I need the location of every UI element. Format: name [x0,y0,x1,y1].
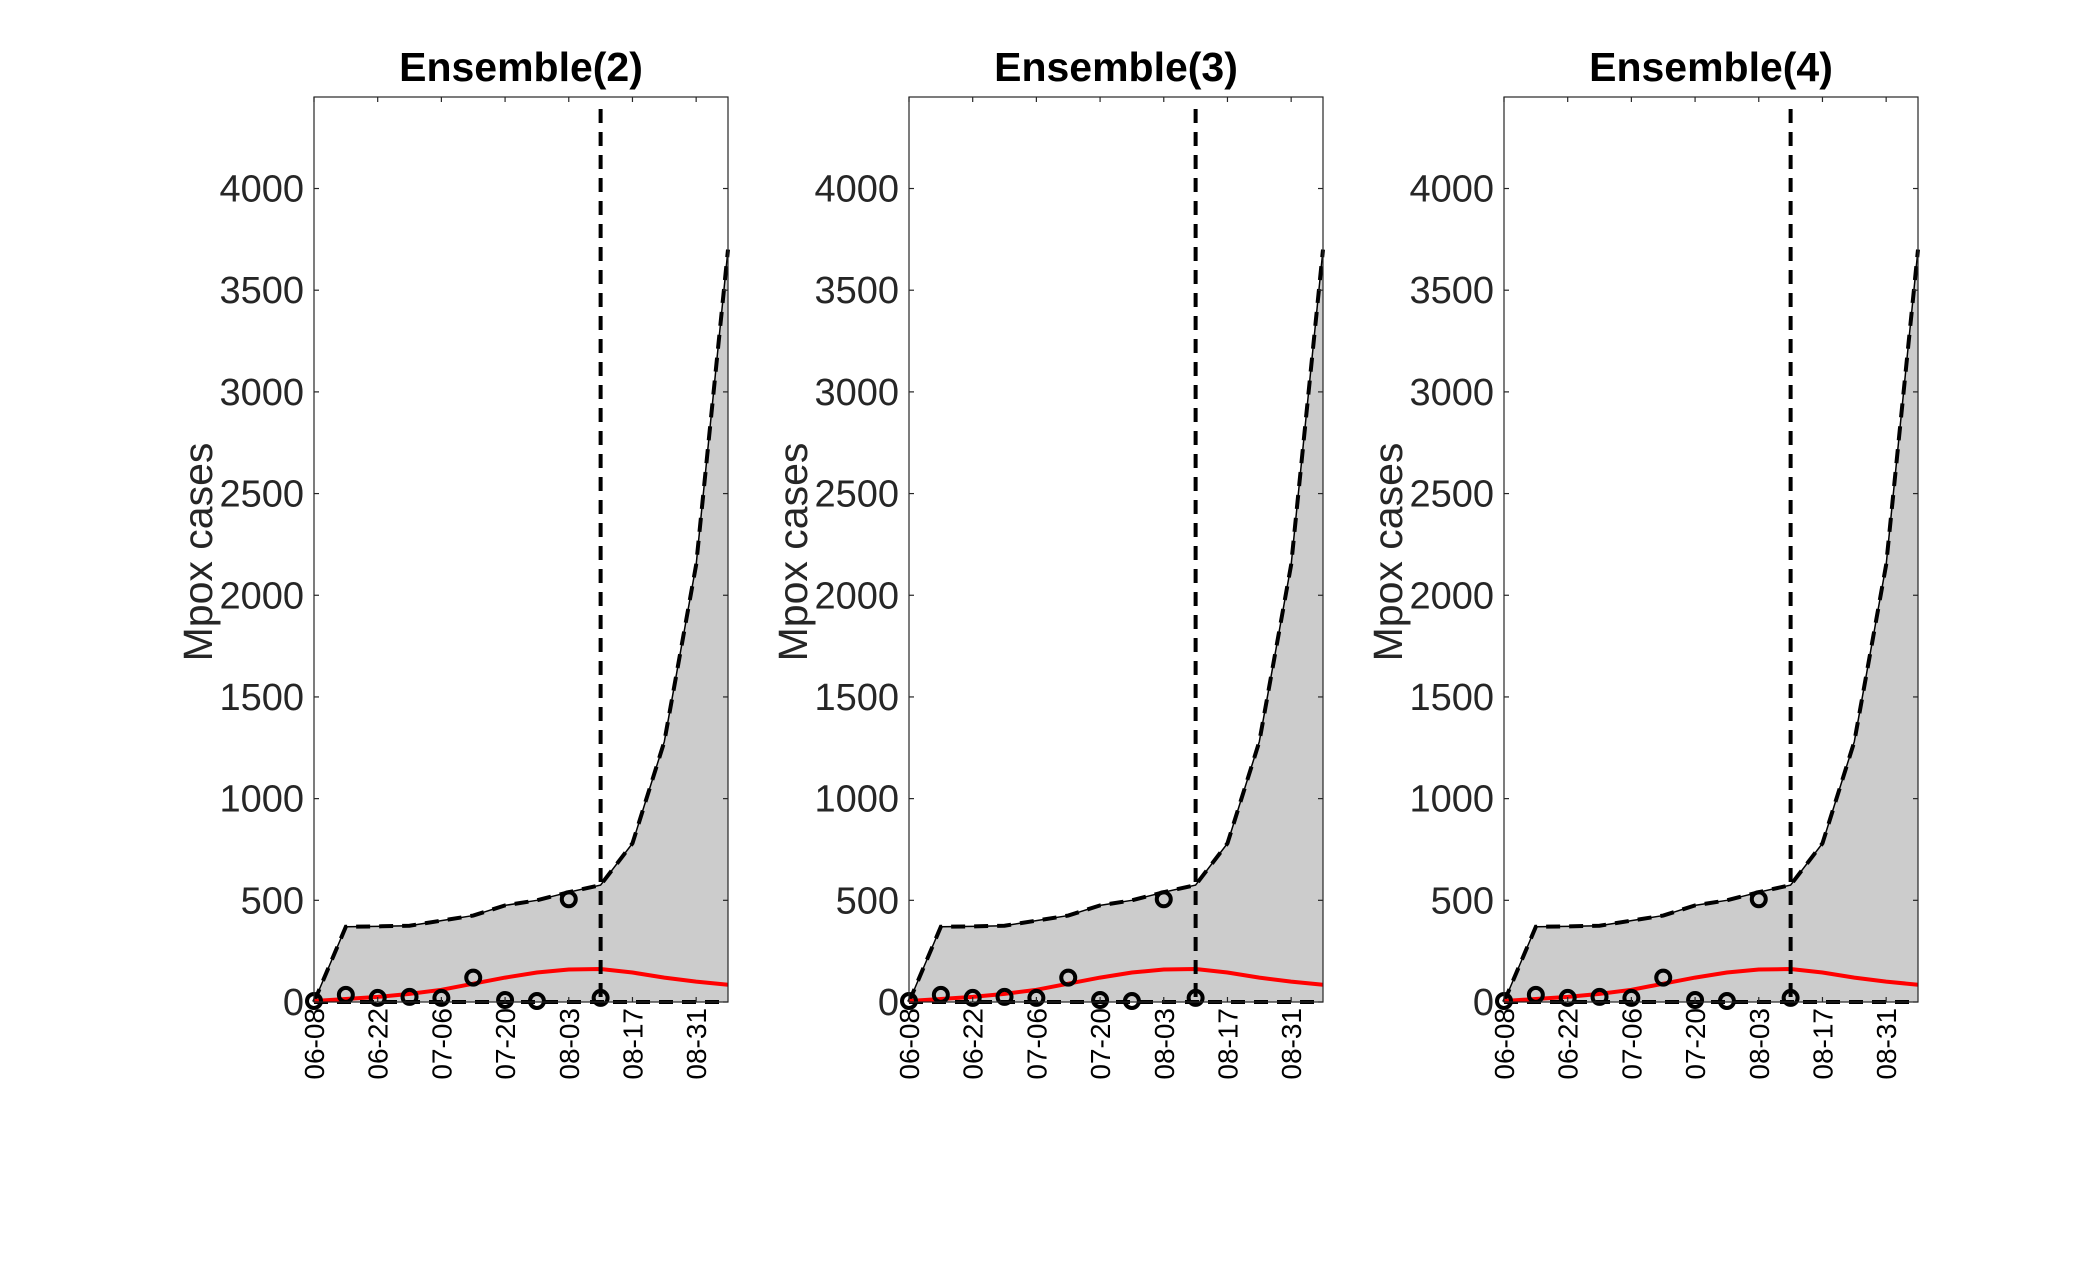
y-tick-label: 2000 [1409,575,1494,617]
x-tick-label: 07-20 [1085,1008,1116,1080]
x-tick-label: 08-03 [1149,1008,1180,1080]
observed-point [1654,968,1673,987]
y-tick-label: 1000 [814,779,899,821]
y-tick-label: 1000 [1409,779,1494,821]
y-tick-label: 3000 [219,372,304,414]
y-axis-label: Mpox cases [175,443,221,662]
observed-point [1622,988,1641,1007]
chart-panel: 0 500 1000 1500 2000 2500 3000 3500 4000 06-08 06-… [770,44,1325,1080]
upper-bound-dashed-line [312,249,730,1003]
y-tick-label: 2500 [1409,474,1494,516]
x-tick-label: 08-17 [1807,1008,1838,1080]
x-tick-label: 08-31 [1871,1008,1902,1080]
observed-point [1091,990,1110,1009]
y-tick-label: 1500 [219,677,304,719]
y-tick-label: 500 [1431,880,1494,922]
axes-box [313,96,729,1003]
observed-point [496,990,515,1009]
observed-point [1186,988,1205,1007]
x-tick-label: 06-08 [299,1008,330,1080]
x-tick-label: 08-03 [554,1008,585,1080]
uncertainty-band [909,249,1323,1003]
y-tick-label: 2000 [219,575,304,617]
y-tick-label: 2000 [814,575,899,617]
x-tick-label: 06-22 [363,1008,394,1080]
chart-title: Ensemble(4) [1589,44,1833,90]
y-axis-label: Mpox cases [1365,443,1411,662]
upper-bound-dashed-line [1502,249,1920,1003]
observed-point [1154,890,1173,909]
observed-point [400,987,419,1006]
y-tick-label: 1500 [814,677,899,719]
observed-point [527,991,546,1010]
observed-point [1717,991,1736,1010]
x-tick-label: 07-20 [490,1008,521,1080]
y-tick-label: 3000 [1409,372,1494,414]
y-tick-label: 0 [1473,982,1494,1024]
y-tick-label: 3500 [219,270,304,312]
chart-title: Ensemble(3) [994,44,1238,90]
y-tick-label: 3500 [1409,270,1494,312]
observed-point [432,988,451,1007]
observed-point [1122,991,1141,1010]
y-tick-label: 3500 [814,270,899,312]
observed-point [368,988,387,1007]
uncertainty-band [314,249,728,1003]
chart-panel: 0 500 1000 1500 2000 2500 3000 3500 4000 06-08 06-… [1365,44,1920,1080]
observed-point [1059,968,1078,987]
observed-point [1590,987,1609,1006]
y-tick-label: 0 [878,982,899,1024]
x-tick-label: 07-20 [1680,1008,1711,1080]
x-tick-label: 06-08 [1489,1008,1520,1080]
x-tick-label: 07-06 [1021,1008,1052,1080]
x-tick-label: 08-31 [1276,1008,1307,1080]
x-tick-label: 06-22 [1553,1008,1584,1080]
y-tick-label: 2500 [219,474,304,516]
observed-point [1686,990,1705,1009]
x-tick-label: 07-06 [426,1008,457,1080]
chart-panel: 0 500 1000 1500 2000 2500 3000 3500 4000 06-08 06-… [175,44,730,1080]
y-tick-label: 500 [836,880,899,922]
x-tick-label: 08-31 [681,1008,712,1080]
x-tick-label: 08-17 [617,1008,648,1080]
observed-point [591,988,610,1007]
y-tick-label: 4000 [1409,169,1494,211]
y-tick-label: 3000 [814,372,899,414]
y-axis-label: Mpox cases [770,443,816,662]
chart-title: Ensemble(2) [399,44,643,90]
axes-box [1503,96,1919,1003]
x-tick-label: 08-03 [1744,1008,1775,1080]
observed-point [1027,988,1046,1007]
observed-point [963,988,982,1007]
y-tick-label: 1000 [219,779,304,821]
uncertainty-band [1504,249,1918,1003]
y-tick-label: 1500 [1409,677,1494,719]
y-tick-label: 4000 [814,169,899,211]
observed-point [1749,890,1768,909]
x-tick-label: 07-06 [1616,1008,1647,1080]
x-tick-label: 06-22 [958,1008,989,1080]
observed-point [995,987,1014,1006]
upper-bound-dashed-line [907,249,1325,1003]
y-tick-label: 500 [241,880,304,922]
x-tick-label: 08-17 [1212,1008,1243,1080]
observed-point [1781,988,1800,1007]
observed-point [1558,988,1577,1007]
y-tick-label: 2500 [814,474,899,516]
observed-point [559,890,578,909]
y-tick-label: 0 [283,982,304,1024]
observed-point [464,968,483,987]
x-tick-label: 06-08 [894,1008,925,1080]
axes-box [908,96,1324,1003]
y-tick-label: 4000 [219,169,304,211]
